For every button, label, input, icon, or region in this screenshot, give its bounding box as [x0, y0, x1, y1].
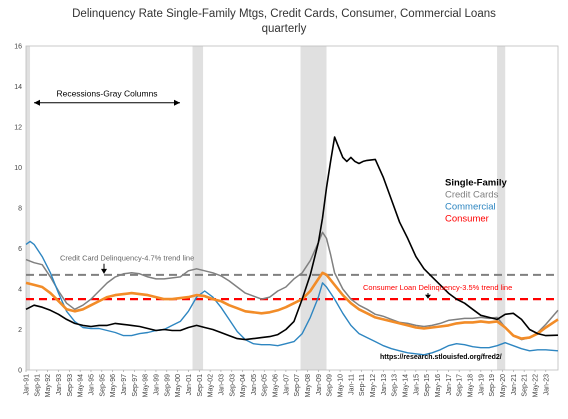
x-tick-label: May-12 [370, 374, 377, 397]
x-tick-label: Sep-95 [99, 374, 106, 397]
x-tick-label: Sep-97 [132, 374, 139, 397]
x-tick-label: Sep-01 [197, 374, 204, 397]
chart-title: Delinquency Rate Single-Family Mtgs, Cre… [72, 8, 496, 20]
consumer-trend-arrow-head [425, 294, 431, 299]
recessions-arrow-head-left [34, 99, 40, 106]
x-tick-label: Sep-19 [489, 374, 496, 397]
y-tick-label: 16 [14, 44, 22, 51]
x-tick-label: Jan-13 [381, 374, 388, 396]
x-tick-label: May-92 [45, 374, 52, 397]
x-tick-label: Jan-11 [348, 374, 355, 395]
plot-frame [25, 45, 559, 371]
recessions-arrow-head-right [174, 99, 180, 106]
legend-entry-commercial: Commercial [445, 202, 496, 213]
x-tick-label: May-94 [78, 374, 85, 397]
x-tick-label: Jan-15 [413, 374, 420, 396]
legend-entry-credit-cards: Credit Cards [445, 190, 499, 201]
x-tick-label: Jan-23 [543, 374, 550, 396]
x-tick-label: May-00 [175, 374, 182, 397]
x-tick-label: Sep-03 [229, 374, 236, 397]
y-tick-label: 14 [14, 84, 22, 91]
chart-subtitle: quarterly [261, 23, 307, 35]
x-tick-label: Jan-99 [153, 374, 160, 396]
x-tick-label: Sep-21 [522, 374, 529, 397]
x-tick-label: Jan-09 [316, 374, 323, 396]
x-tick-label: May-10 [338, 374, 345, 397]
x-tick-label: Sep-05 [262, 374, 269, 397]
series-line-single-family [25, 136, 559, 341]
consumer-trend-label: Consumer Loan Delinquency-3.5% trend lin… [363, 283, 512, 292]
x-tick-label: Sep-11 [359, 374, 366, 396]
recession-column-3 [497, 46, 506, 370]
x-tick-label: Jan-19 [478, 374, 485, 396]
credit-card-trend-label: Credit Card Delinquency-4.7% trend line [60, 254, 194, 263]
x-tick-label: Jan-97 [121, 374, 128, 396]
x-tick-label: Jan-21 [511, 374, 518, 396]
x-tick-label: May-20 [500, 374, 507, 397]
y-tick-label: 6 [18, 246, 22, 253]
x-tick-label: Sep-09 [327, 374, 334, 397]
y-tick-label: 4 [18, 287, 22, 294]
y-tick-label: 0 [18, 368, 22, 375]
x-tick-label: Jan-17 [446, 374, 453, 396]
series-line-commercial [25, 240, 559, 356]
credit-card-trend-arrow-head [101, 268, 107, 274]
legend-entry-consumer: Consumer [445, 214, 489, 225]
x-tick-label: May-18 [468, 374, 475, 397]
x-tick-label: Sep-15 [424, 374, 431, 397]
x-tick-label: Sep-99 [164, 374, 171, 397]
legend-entry-single-family: Single-Family [445, 178, 507, 189]
x-tick-label: Sep-17 [457, 374, 464, 397]
x-tick-label: May-04 [240, 374, 247, 397]
source-url: https://research.stlouisfed.org/fred2/ [380, 354, 502, 361]
x-tick-label: May-22 [532, 374, 539, 397]
recession-column-0 [26, 46, 31, 370]
recession-column-1 [192, 46, 204, 370]
y-tick-label: 10 [14, 165, 22, 172]
recessions-label: Recessions-Gray Columns [56, 89, 157, 99]
x-tick-label: May-96 [110, 374, 117, 397]
x-tick-label: Sep-07 [294, 374, 301, 397]
y-tick-label: 8 [18, 206, 22, 213]
y-tick-label: 2 [18, 327, 22, 334]
series-line-credit-cards [25, 231, 559, 341]
x-tick-label: Sep-13 [392, 374, 399, 397]
x-tick-label: Jan-91 [24, 374, 31, 396]
y-tick-label: 12 [14, 125, 22, 132]
series-line-consumer [25, 271, 559, 340]
x-tick-label: Sep-91 [34, 374, 41, 397]
x-tick-label: May-16 [435, 374, 442, 397]
x-tick-label: Jan-03 [218, 374, 225, 396]
x-tick-label: Jan-95 [88, 374, 95, 396]
x-tick-label: Jan-07 [283, 374, 290, 396]
x-tick-label: May-02 [208, 374, 215, 397]
x-tick-label: May-98 [143, 374, 150, 397]
x-tick-label: Jan-93 [56, 374, 63, 396]
x-tick-label: May-08 [305, 374, 312, 397]
x-tick-label: Jan-01 [186, 374, 193, 396]
x-tick-label: Jan-05 [251, 374, 258, 396]
x-tick-label: May-14 [403, 374, 410, 397]
recession-column-2 [300, 46, 327, 370]
x-tick-label: May-06 [273, 374, 280, 397]
x-tick-label: Sep-93 [67, 374, 74, 397]
